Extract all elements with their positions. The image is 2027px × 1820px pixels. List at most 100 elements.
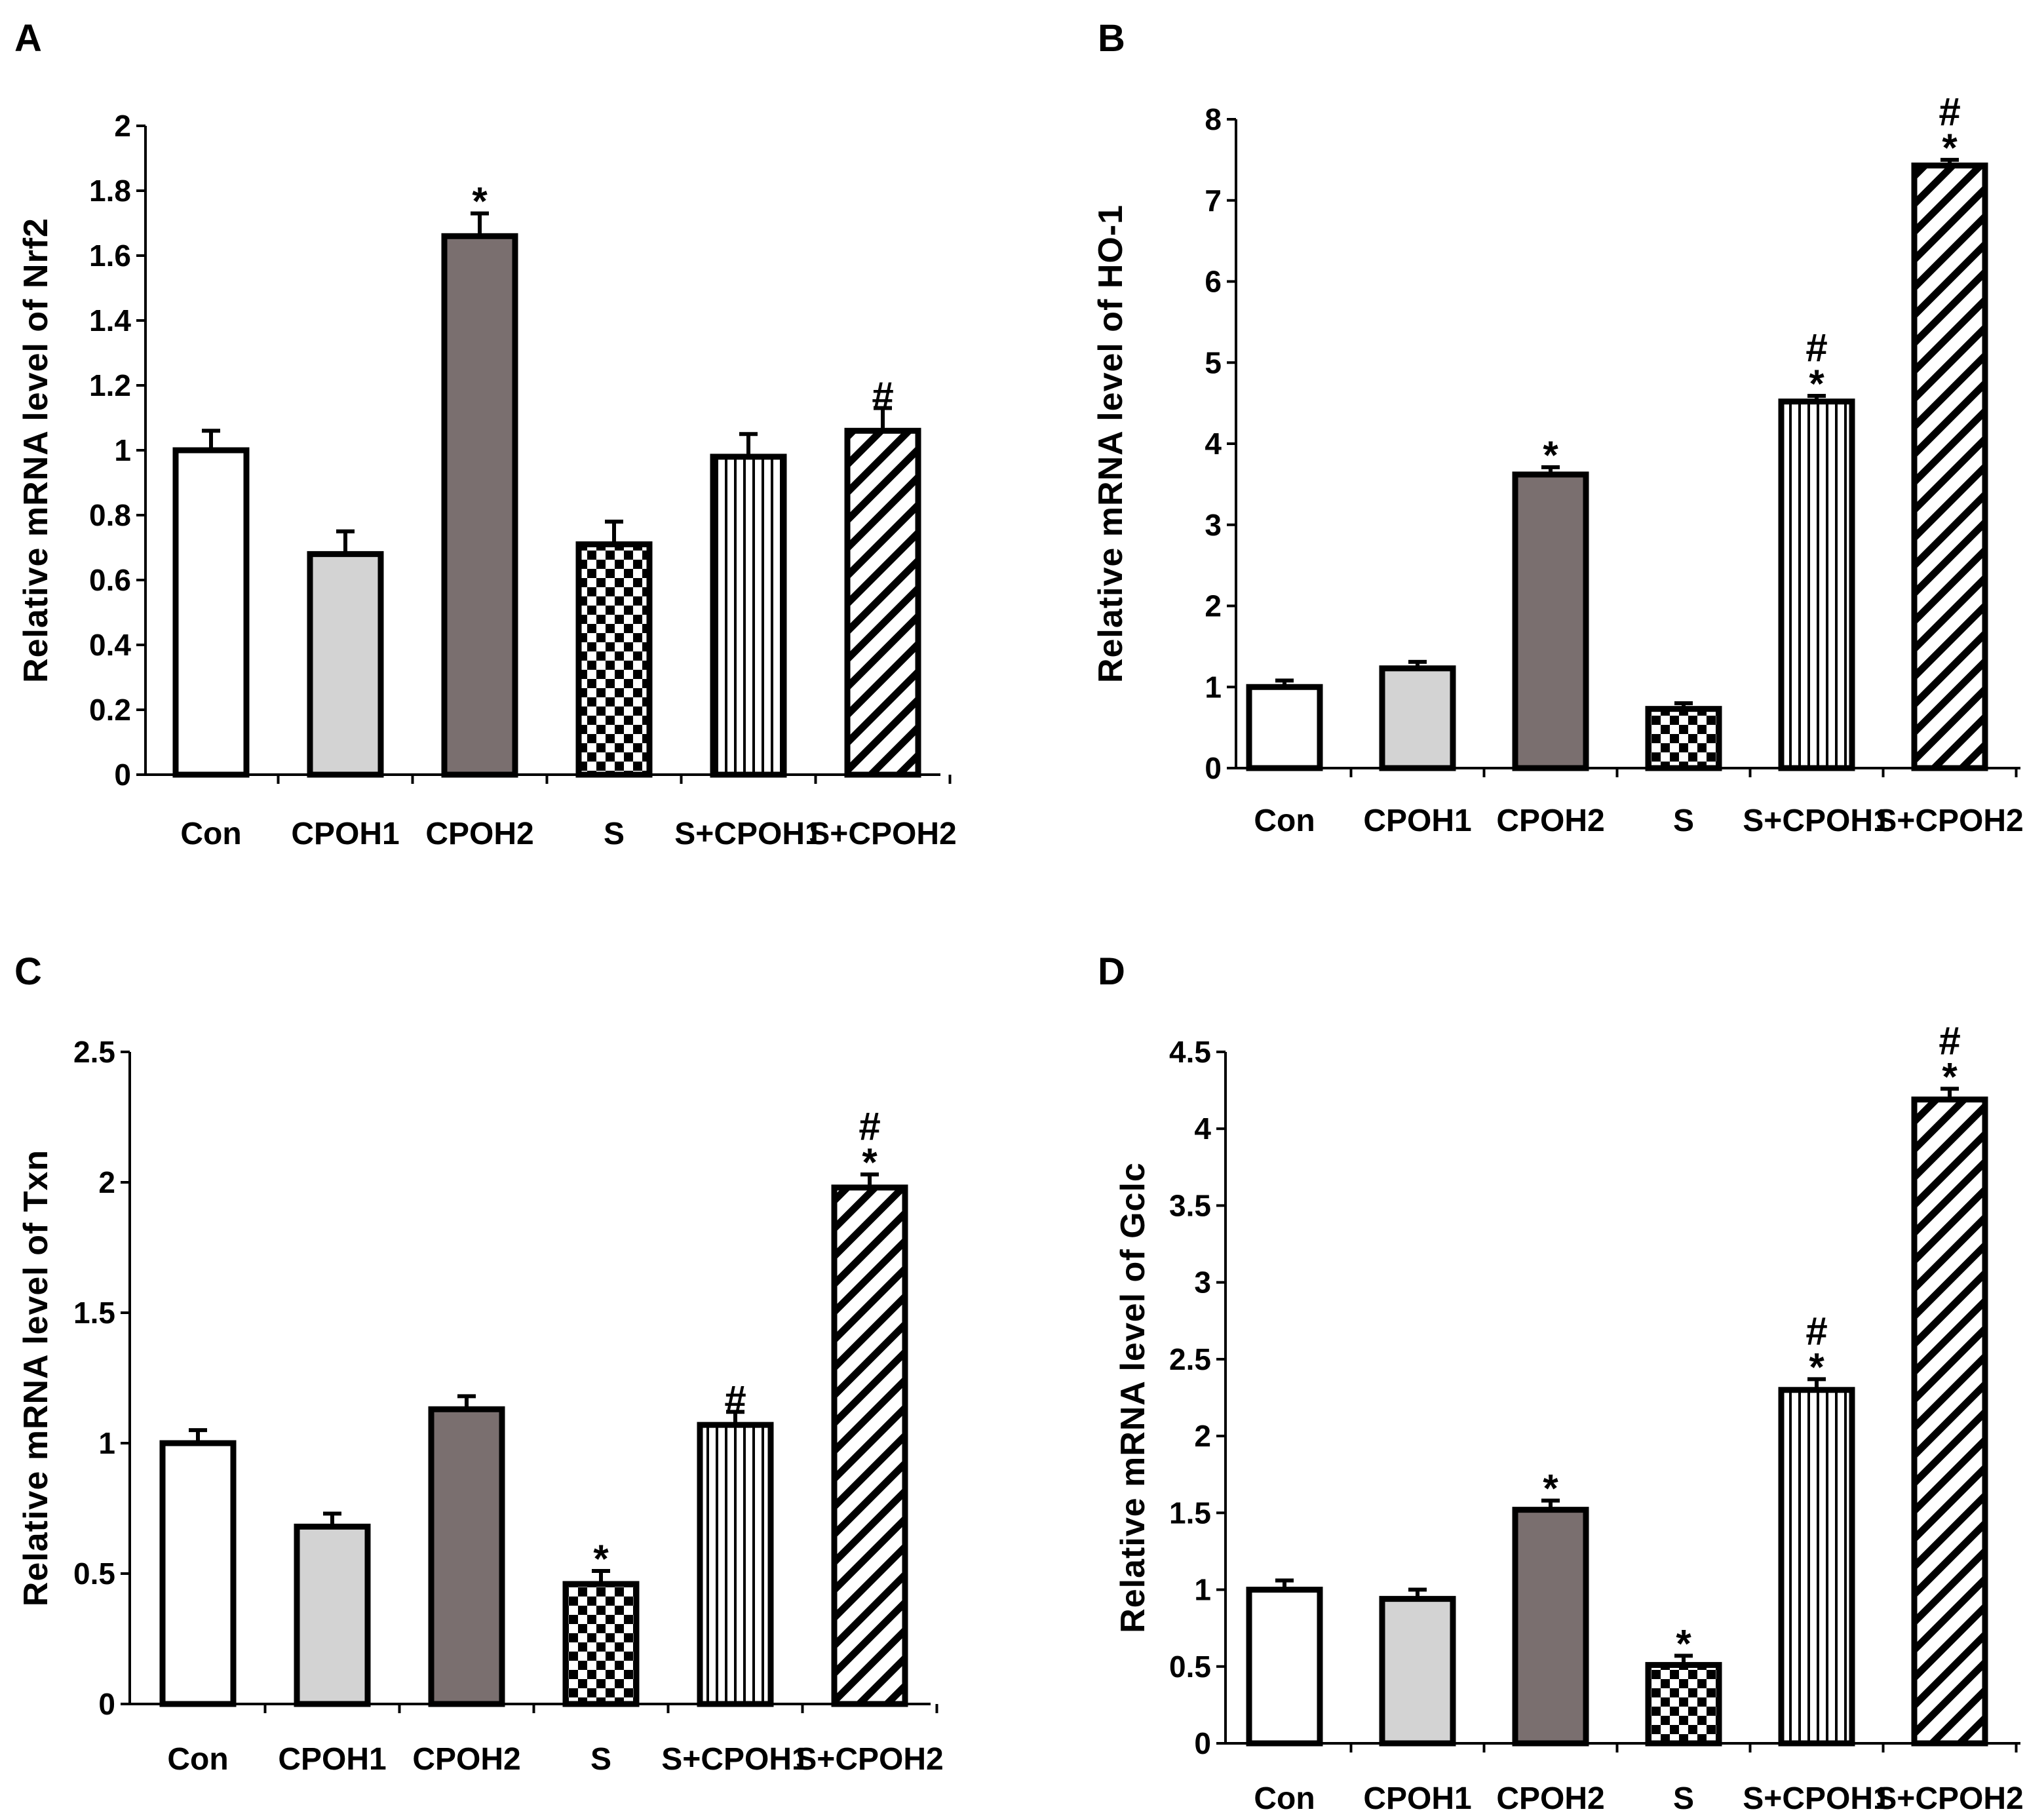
x-tick-label: Con xyxy=(180,817,241,851)
significance-hash: # xyxy=(724,1378,746,1422)
y-tick-label: 0.2 xyxy=(89,693,131,727)
y-tick-label: 1 xyxy=(114,433,131,467)
y-tick-label: 1 xyxy=(1205,670,1222,704)
y-axis-label: Relative mRNA level of HO-1 xyxy=(1092,204,1130,683)
x-tick-label: CPOH1 xyxy=(1363,1781,1471,1816)
bar-s-cpoh2 xyxy=(831,1184,908,1707)
panel-letter: A xyxy=(14,17,42,60)
y-axis-label: Relative mRNA level of Txn xyxy=(17,1150,55,1606)
bar-cpoh1 xyxy=(1379,1596,1456,1747)
y-tick-label: 1.4 xyxy=(89,303,131,338)
y-axis-label: Relative mRNA level of Gclc xyxy=(1114,1162,1152,1633)
chart-panel-b: B Relative mRNA level of HO-1 Con CPOH1 * CPO… xyxy=(1092,17,2024,838)
x-tick-label: CPOH2 xyxy=(1496,804,1604,838)
y-tick-label: 0 xyxy=(1194,1726,1211,1760)
y-tick-label: 1.5 xyxy=(73,1296,115,1330)
bar-cpoh2 xyxy=(441,233,518,778)
y-tick-label: 6 xyxy=(1205,265,1222,299)
chart-panel-d: D Relative mRNA level of Gclc Con CPOH1 * CPO… xyxy=(1098,950,2024,1816)
significance-star: * xyxy=(1809,362,1824,406)
y-tick-label: 1.5 xyxy=(1169,1496,1211,1530)
significance-hash: # xyxy=(1939,1018,1960,1062)
y-tick-label: 4 xyxy=(1194,1112,1211,1146)
x-tick-label: S xyxy=(1673,1781,1694,1816)
chart-panel-a: A Relative mRNA level of Nrf2 Con CPOH1 * CPO… xyxy=(14,17,957,851)
significance-hash: # xyxy=(1939,90,1960,134)
y-tick-label: 0 xyxy=(114,758,131,792)
x-tick-label: S+CPOH2 xyxy=(1876,804,2023,838)
y-tick-label: 3 xyxy=(1194,1266,1211,1300)
x-tick-label: S+CPOH1 xyxy=(1743,1781,1890,1816)
y-tick-label: 1.8 xyxy=(89,174,131,208)
significance-hash: # xyxy=(1805,1309,1827,1353)
x-tick-label: CPOH1 xyxy=(1363,804,1471,838)
bar-s-cpoh1 xyxy=(710,454,787,778)
panels: A Relative mRNA level of Nrf2 Con CPOH1 * CPO… xyxy=(14,17,2024,1816)
x-tick-label: CPOH2 xyxy=(425,817,533,851)
bar-cpoh2 xyxy=(428,1406,505,1707)
y-tick-label: 0.6 xyxy=(89,563,131,597)
y-tick-label: 2 xyxy=(114,109,131,143)
x-tick-label: Con xyxy=(1254,804,1315,838)
y-tick-label: 3 xyxy=(1205,508,1222,542)
panel-letter: B xyxy=(1098,17,1125,60)
bar-s xyxy=(575,541,653,778)
bar-con xyxy=(1246,684,1323,771)
bar-con xyxy=(172,447,250,778)
x-tick-label: S+CPOH2 xyxy=(1876,1781,2023,1816)
significance-star: * xyxy=(1942,126,1958,170)
y-tick-label: 0.8 xyxy=(89,498,131,532)
y-tick-label: 0.5 xyxy=(73,1557,115,1591)
y-tick-label: 7 xyxy=(1205,184,1222,218)
y-tick-label: 8 xyxy=(1205,102,1222,136)
x-tick-label: Con xyxy=(1254,1781,1315,1816)
bar-s-cpoh1 xyxy=(697,1422,774,1707)
y-tick-label: 2.5 xyxy=(73,1035,115,1069)
x-tick-label: S+CPOH1 xyxy=(674,817,822,851)
y-tick-label: 4.5 xyxy=(1169,1035,1211,1069)
y-tick-label: 1 xyxy=(1194,1573,1211,1607)
significance-star: * xyxy=(862,1140,878,1184)
bar-cpoh1 xyxy=(307,551,384,778)
x-tick-label: S+CPOH2 xyxy=(796,1742,943,1777)
y-tick-label: 2 xyxy=(1194,1419,1211,1453)
bar-cpoh1 xyxy=(1379,665,1456,771)
x-tick-label: S+CPOH2 xyxy=(809,817,956,851)
y-tick-label: 0 xyxy=(98,1687,115,1721)
x-tick-label: S+CPOH1 xyxy=(1743,804,1890,838)
y-tick-label: 3.5 xyxy=(1169,1188,1211,1222)
y-tick-label: 1.2 xyxy=(89,368,131,402)
bar-s-cpoh1 xyxy=(1778,1387,1855,1747)
significance-star: * xyxy=(593,1537,609,1581)
bar-s-cpoh2 xyxy=(1911,163,1988,771)
panel-letter: D xyxy=(1098,950,1125,993)
significance-star: * xyxy=(1543,433,1558,477)
y-tick-label: 0 xyxy=(1205,751,1222,785)
bar-s-cpoh1 xyxy=(1778,398,1855,771)
bar-s xyxy=(562,1581,640,1707)
y-tick-label: 1.6 xyxy=(89,239,131,273)
significance-hash: # xyxy=(859,1104,880,1148)
x-tick-label: CPOH2 xyxy=(1496,1781,1604,1816)
significance-hash: # xyxy=(1805,326,1827,370)
y-axis-label: Relative mRNA level of Nrf2 xyxy=(17,218,55,683)
x-tick-label: S xyxy=(1673,804,1694,838)
significance-hash: # xyxy=(872,374,893,418)
significance-star: * xyxy=(472,180,488,223)
x-tick-label: CPOH1 xyxy=(291,817,399,851)
x-tick-label: S xyxy=(590,1742,611,1777)
bar-con xyxy=(159,1440,237,1707)
significance-star: * xyxy=(1809,1345,1824,1389)
bar-s-cpoh2 xyxy=(844,427,921,778)
x-tick-label: CPOH1 xyxy=(278,1742,386,1777)
significance-star: * xyxy=(1543,1467,1558,1511)
y-tick-label: 0.5 xyxy=(1169,1650,1211,1684)
y-tick-label: 0.4 xyxy=(89,628,131,662)
bar-cpoh2 xyxy=(1512,471,1589,771)
significance-star: * xyxy=(1942,1055,1958,1098)
significance-star: * xyxy=(1676,1621,1691,1665)
x-tick-label: S xyxy=(604,817,625,851)
chart-panel-c: C Relative mRNA level of Txn Con CPOH1 CPOH2… xyxy=(14,950,944,1777)
bar-cpoh2 xyxy=(1512,1507,1589,1747)
